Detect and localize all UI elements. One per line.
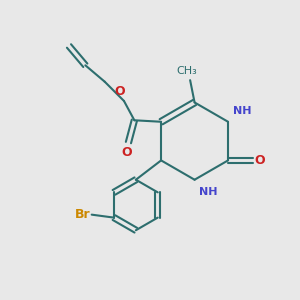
Text: O: O	[255, 154, 266, 167]
Text: O: O	[122, 146, 132, 158]
Text: NH: NH	[199, 187, 218, 197]
Text: O: O	[114, 85, 125, 98]
Text: NH: NH	[233, 106, 252, 116]
Text: CH₃: CH₃	[177, 66, 197, 76]
Text: Br: Br	[75, 208, 90, 221]
